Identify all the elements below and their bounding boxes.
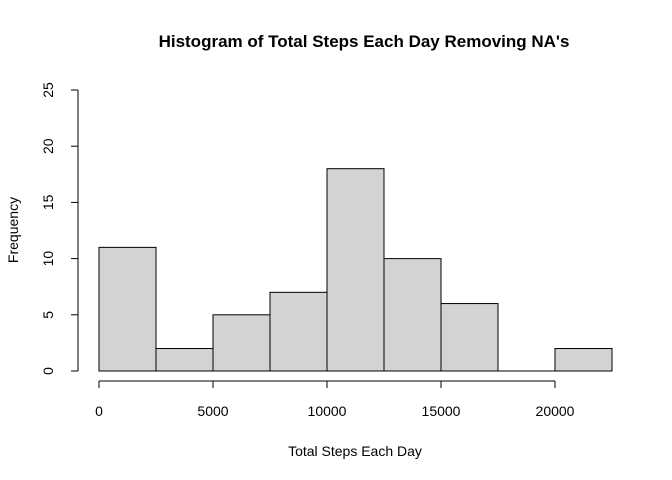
histogram-bar-8	[554, 348, 613, 372]
x-tick-label-0: 0	[95, 403, 103, 419]
y-axis: 0 5 10 15 20 25	[40, 82, 79, 375]
histogram-bar-2	[212, 314, 271, 372]
histogram-bar-5	[383, 258, 442, 372]
y-axis-label: Frequency	[5, 197, 21, 263]
histogram-bar-1	[155, 348, 214, 372]
histogram-bar-0	[98, 246, 157, 372]
x-tick-label-1: 5000	[197, 403, 228, 419]
chart-title: Histogram of Total Steps Each Day Removi…	[159, 32, 570, 51]
y-tick-label-0: 0	[40, 367, 56, 375]
x-axis-label: Total Steps Each Day	[288, 443, 422, 459]
x-axis: 0 5000 10000 15000 20000	[95, 380, 575, 419]
y-tick-label-2: 10	[40, 251, 56, 267]
x-tick-label-4: 20000	[536, 403, 575, 419]
bars-group	[98, 168, 613, 372]
y-tick-label-5: 25	[40, 82, 56, 98]
histogram-bar-4	[326, 168, 385, 372]
y-tick-label-4: 20	[40, 138, 56, 154]
x-tick-label-3: 15000	[422, 403, 461, 419]
histogram-bar-3	[269, 291, 328, 372]
histogram-bar-6	[440, 303, 499, 372]
y-tick-label-3: 15	[40, 194, 56, 210]
y-tick-label-1: 5	[40, 311, 56, 319]
x-tick-label-2: 10000	[308, 403, 347, 419]
